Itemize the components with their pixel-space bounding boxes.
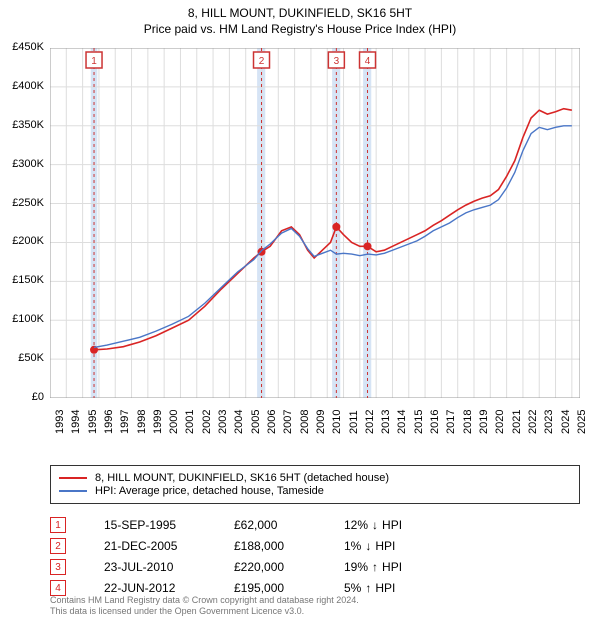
legend-item: 8, HILL MOUNT, DUKINFIELD, SK16 5HT (det… <box>59 472 571 484</box>
y-tick-label: £150K <box>0 274 44 286</box>
x-tick-label: 2024 <box>560 410 572 434</box>
transaction-badge: 3 <box>50 559 66 575</box>
legend-item: HPI: Average price, detached house, Tame… <box>59 485 571 497</box>
transaction-price: £188,000 <box>234 539 344 553</box>
x-tick-label: 2016 <box>429 410 441 434</box>
x-tick-label: 1998 <box>136 410 148 434</box>
svg-text:4: 4 <box>365 56 371 67</box>
transaction-diff: 5%↑HPI <box>344 581 464 595</box>
y-tick-label: £400K <box>0 80 44 92</box>
y-tick-label: £350K <box>0 119 44 131</box>
x-tick-label: 2017 <box>445 410 457 434</box>
y-axis-labels: £0£50K£100K£150K£200K£250K£300K£350K£400… <box>0 48 48 398</box>
transaction-row: 2 21-DEC-2005£188,0001%↓HPI <box>50 538 580 554</box>
transaction-diff: 12%↓HPI <box>344 518 464 532</box>
transaction-date: 23-JUL-2010 <box>104 560 234 574</box>
transaction-date: 15-SEP-1995 <box>104 518 234 532</box>
y-tick-label: £100K <box>0 313 44 325</box>
transaction-badge: 1 <box>50 517 66 533</box>
attribution-footer: Contains HM Land Registry data © Crown c… <box>50 595 580 617</box>
x-tick-label: 2025 <box>576 410 588 434</box>
y-tick-label: £0 <box>0 391 44 403</box>
transaction-date: 21-DEC-2005 <box>104 539 234 553</box>
x-tick-label: 1995 <box>87 410 99 434</box>
legend-label: HPI: Average price, detached house, Tame… <box>95 485 324 497</box>
svg-text:1: 1 <box>91 56 97 67</box>
x-axis-labels: 1993 1994 1995 1996 1997 1998 1999 2000 2001 2002… <box>50 400 580 460</box>
arrow-down-icon: ↓ <box>365 539 371 553</box>
footer-line-2: This data is licensed under the Open Gov… <box>50 606 580 617</box>
x-tick-label: 2004 <box>233 410 245 434</box>
chart-plot-area: 1 2 3 4 <box>50 48 580 398</box>
transaction-diff: 19%↑HPI <box>344 560 464 574</box>
transaction-diff: 1%↓HPI <box>344 539 464 553</box>
y-tick-label: £250K <box>0 197 44 209</box>
x-tick-label: 2023 <box>543 410 555 434</box>
legend-swatch <box>59 477 87 479</box>
svg-text:3: 3 <box>334 56 340 67</box>
transaction-row: 4 22-JUN-2012£195,0005%↑HPI <box>50 580 580 596</box>
x-tick-label: 1999 <box>152 410 164 434</box>
x-tick-label: 2003 <box>217 410 229 434</box>
x-tick-label: 1994 <box>70 410 82 434</box>
x-tick-label: 2008 <box>299 410 311 434</box>
x-tick-label: 2006 <box>266 410 278 434</box>
x-tick-label: 2019 <box>478 410 490 434</box>
x-tick-label: 2002 <box>201 410 213 434</box>
x-tick-label: 2009 <box>315 410 327 434</box>
chart-subtitle: Price paid vs. HM Land Registry's House … <box>0 22 600 36</box>
x-tick-label: 2014 <box>396 410 408 434</box>
x-tick-label: 2001 <box>184 410 196 434</box>
transactions-table: 115-SEP-1995£62,00012%↓HPI221-DEC-2005£1… <box>50 512 580 601</box>
x-tick-label: 2000 <box>168 410 180 434</box>
x-tick-label: 2012 <box>364 410 376 434</box>
transaction-price: £62,000 <box>234 518 344 532</box>
x-tick-label: 2011 <box>348 410 360 434</box>
x-tick-label: 1996 <box>103 410 115 434</box>
svg-text:2: 2 <box>259 56 265 67</box>
x-tick-label: 2007 <box>282 410 294 434</box>
x-tick-label: 2021 <box>511 410 523 434</box>
transaction-price: £220,000 <box>234 560 344 574</box>
transaction-badge: 2 <box>50 538 66 554</box>
x-tick-label: 2010 <box>331 410 343 434</box>
x-tick-label: 2018 <box>462 410 474 434</box>
x-tick-label: 1997 <box>119 410 131 434</box>
x-tick-label: 2013 <box>380 410 392 434</box>
chart-title: 8, HILL MOUNT, DUKINFIELD, SK16 5HT <box>0 6 600 20</box>
y-tick-label: £50K <box>0 352 44 364</box>
x-tick-label: 2015 <box>413 410 425 434</box>
x-tick-label: 1993 <box>54 410 66 434</box>
legend-swatch <box>59 490 87 492</box>
legend-label: 8, HILL MOUNT, DUKINFIELD, SK16 5HT (det… <box>95 472 389 484</box>
y-tick-label: £450K <box>0 41 44 53</box>
y-tick-label: £200K <box>0 235 44 247</box>
transaction-row: 1 15-SEP-1995£62,00012%↓HPI <box>50 517 580 533</box>
arrow-up-icon: ↑ <box>372 560 378 574</box>
transaction-date: 22-JUN-2012 <box>104 581 234 595</box>
x-tick-label: 2022 <box>527 410 539 434</box>
legend: 8, HILL MOUNT, DUKINFIELD, SK16 5HT (det… <box>50 465 580 504</box>
x-tick-label: 2020 <box>494 410 506 434</box>
x-tick-label: 2005 <box>250 410 262 434</box>
arrow-down-icon: ↓ <box>372 518 378 532</box>
transaction-badge: 4 <box>50 580 66 596</box>
transaction-row: 3 23-JUL-2010£220,00019%↑HPI <box>50 559 580 575</box>
transaction-price: £195,000 <box>234 581 344 595</box>
footer-line-1: Contains HM Land Registry data © Crown c… <box>50 595 580 606</box>
chart-svg: 1 2 3 4 <box>50 48 580 398</box>
arrow-up-icon: ↑ <box>365 581 371 595</box>
y-tick-label: £300K <box>0 158 44 170</box>
